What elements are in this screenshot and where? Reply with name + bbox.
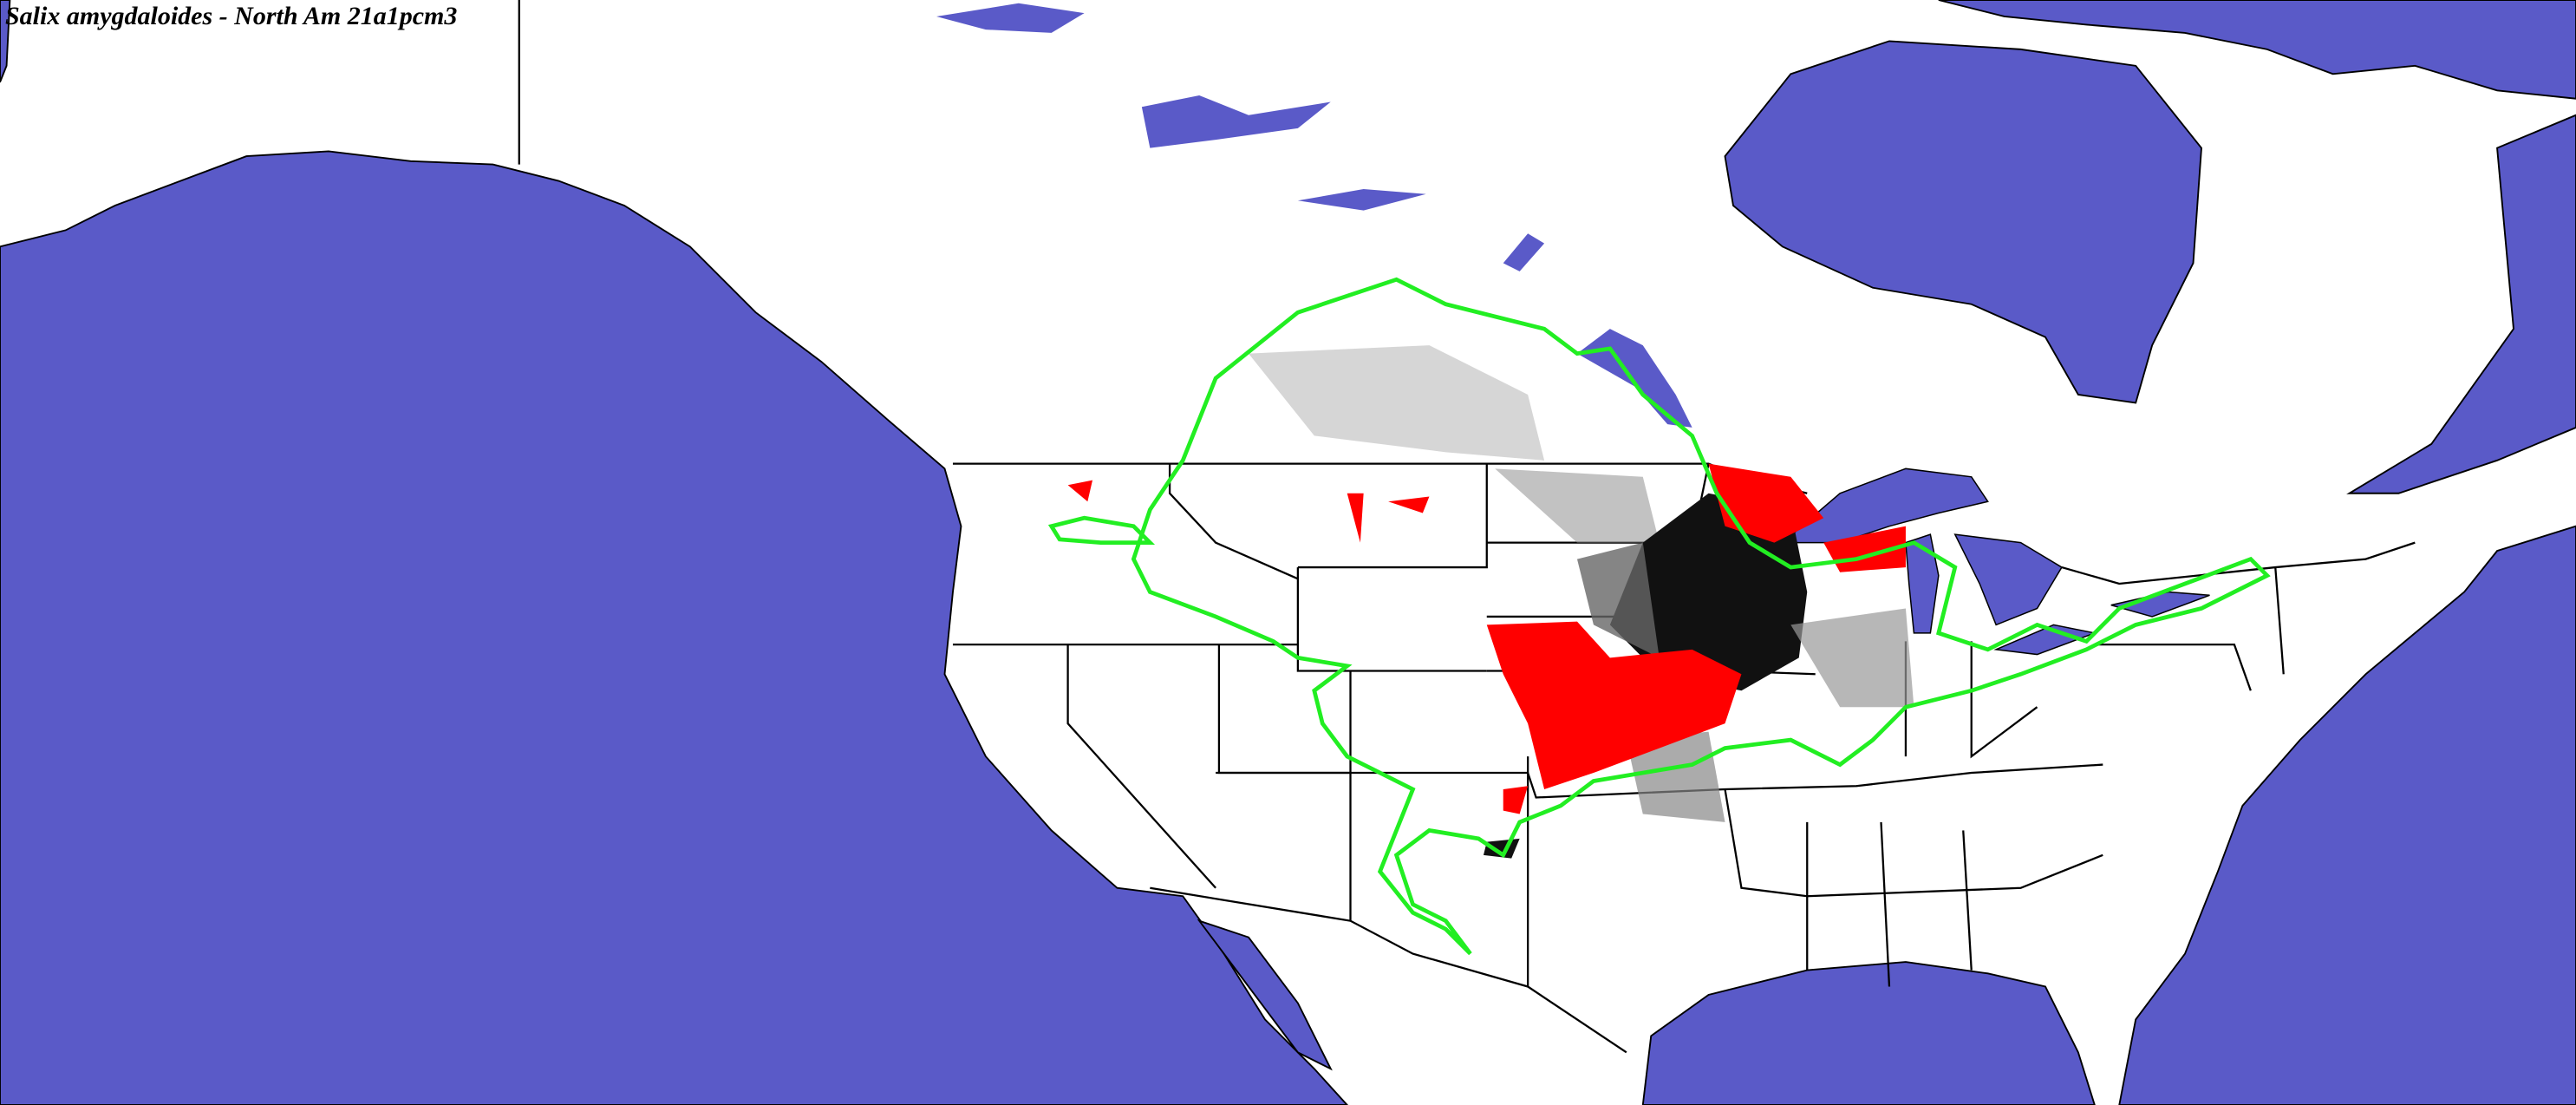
arctic-ocean-west [0,0,11,83]
arctic-waters [1938,0,2576,100]
atlantic-ocean [2118,525,2576,1105]
range-outline [1047,277,2271,956]
lake-athabasca [1297,189,1426,211]
lake-winnipeg [1576,329,1692,428]
labrador-sea [2346,114,2576,494]
pacific-ocean [0,150,1348,1105]
lake-huron [1953,533,2063,626]
hudson-bay [1724,40,2202,404]
reindeer-lake [1503,233,1545,271]
lake-michigan [1905,533,1940,634]
map-title: Salix amygdaloides - North Am 21a1pcm3 [5,2,458,30]
gulf-of-california [1197,919,1333,1071]
gulf-of-mexico [1641,961,2096,1105]
great-slave-lake [1141,95,1331,148]
great-bear-lake [936,3,1085,33]
suitability-layer [1249,345,1914,859]
